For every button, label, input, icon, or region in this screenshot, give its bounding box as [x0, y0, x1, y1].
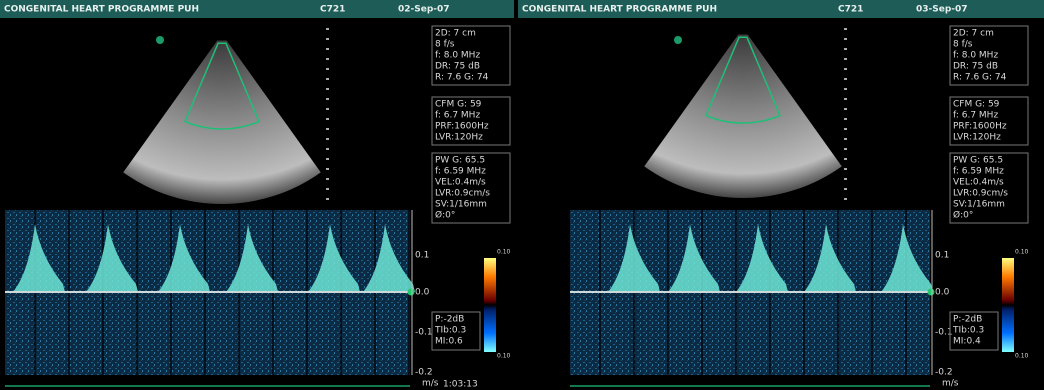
colorbar-label: 0.10 — [497, 353, 511, 360]
colorbar-label: 0.10 — [497, 249, 511, 256]
elapsed-time: 1:03:13 — [443, 380, 478, 390]
header-title: CONGENITAL HEART PROGRAMME PUH — [522, 5, 717, 15]
depth-tick — [326, 178, 329, 180]
param-text: PW G: 65.5 — [435, 156, 485, 166]
colorbar-label: 0.10 — [1015, 249, 1029, 256]
param-text: CFM G: 59 — [435, 100, 482, 110]
param-text: Ø:0° — [435, 210, 455, 221]
depth-tick — [326, 168, 329, 170]
param-text: f: 8.0 MHz — [953, 51, 998, 61]
param-text: f: 6.7 MHz — [953, 111, 998, 121]
param-text: SV:1/16mm — [435, 200, 487, 210]
scale-unit: m/s — [942, 379, 959, 389]
param-text: 2D: 7 cm — [953, 29, 994, 39]
scale-label: -0.1 — [415, 328, 433, 338]
safety-text: MI:0.6 — [435, 337, 463, 347]
param-text: LVR:120Hz — [953, 133, 1001, 143]
depth-tick — [326, 188, 329, 190]
depth-tick — [326, 48, 329, 50]
depth-tick — [844, 148, 847, 150]
depth-tick — [326, 198, 329, 200]
header-code: C721 — [320, 5, 345, 15]
ultrasound-screen: CONGENITAL HEART PROGRAMME PUH C721 02-Sep… — [0, 0, 1044, 390]
color-bar — [1002, 258, 1014, 352]
param-text: LVR:120Hz — [435, 133, 483, 143]
depth-tick — [326, 98, 329, 100]
depth-tick — [326, 78, 329, 80]
scale-label: 0.0 — [415, 288, 430, 298]
param-text: SV:1/16mm — [953, 200, 1005, 210]
scale-label: 0.1 — [415, 251, 429, 261]
scale-label: -0.2 — [415, 368, 433, 378]
param-text: 8 f/s — [435, 40, 455, 50]
probe-marker — [674, 36, 682, 44]
safety-text: P:-2dB — [953, 315, 982, 325]
param-text: VEL:0.4m/s — [435, 178, 486, 188]
depth-tick — [326, 148, 329, 150]
param-text: LVR:0.9cm/s — [435, 189, 490, 199]
header-title: CONGENITAL HEART PROGRAMME PUH — [4, 5, 199, 15]
param-text: f: 6.7 MHz — [435, 111, 480, 121]
depth-tick — [844, 38, 847, 40]
depth-tick — [326, 88, 329, 90]
param-text: LVR:0.9cm/s — [953, 189, 1008, 199]
param-text: 2D: 7 cm — [435, 29, 476, 39]
param-text: Ø:0° — [953, 210, 973, 221]
param-text: CFM G: 59 — [953, 100, 1000, 110]
safety-text: MI:0.4 — [953, 337, 981, 347]
header-code: C721 — [838, 5, 863, 15]
depth-tick — [326, 68, 329, 70]
safety-text: TIb:0.3 — [952, 326, 984, 336]
depth-tick — [844, 88, 847, 90]
param-text: PRF:1600Hz — [435, 122, 489, 132]
depth-tick — [844, 128, 847, 130]
depth-tick — [844, 158, 847, 160]
depth-tick — [844, 98, 847, 100]
param-text: DR: 75 dB — [435, 62, 480, 72]
param-text: f: 8.0 MHz — [435, 51, 480, 61]
color-bar — [484, 258, 496, 352]
param-text: R: 7.6 G: 74 — [953, 73, 1007, 83]
depth-tick — [844, 138, 847, 140]
depth-tick — [844, 78, 847, 80]
depth-tick — [844, 108, 847, 110]
depth-tick — [844, 188, 847, 190]
param-text: VEL:0.4m/s — [953, 178, 1004, 188]
baseline-marker — [408, 289, 415, 296]
depth-tick — [326, 128, 329, 130]
param-text: R: 7.6 G: 74 — [435, 73, 489, 83]
header-date: 03-Sep-07 — [916, 5, 968, 15]
scale-label: 0.0 — [935, 288, 950, 298]
depth-tick — [326, 108, 329, 110]
depth-tick — [844, 48, 847, 50]
param-text: f: 6.59 MHz — [435, 167, 486, 177]
param-text: PW G: 65.5 — [953, 156, 1003, 166]
depth-tick — [844, 178, 847, 180]
scale-label: -0.2 — [935, 368, 953, 378]
safety-text: TIb:0.3 — [434, 326, 466, 336]
safety-text: P:-2dB — [435, 315, 464, 325]
depth-tick — [844, 198, 847, 200]
depth-tick — [844, 68, 847, 70]
depth-tick — [326, 158, 329, 160]
depth-tick — [326, 118, 329, 120]
param-text: PRF:1600Hz — [953, 122, 1007, 132]
depth-tick — [326, 138, 329, 140]
probe-marker — [156, 36, 164, 44]
scale-unit: m/s — [422, 379, 439, 389]
param-text: DR: 75 dB — [953, 62, 998, 72]
depth-tick — [326, 28, 329, 30]
param-text: f: 6.59 MHz — [953, 167, 1004, 177]
depth-tick — [844, 118, 847, 120]
depth-tick — [844, 168, 847, 170]
baseline-marker — [928, 289, 935, 296]
header-date: 02-Sep-07 — [398, 5, 450, 15]
depth-tick — [844, 58, 847, 60]
depth-tick — [844, 28, 847, 30]
colorbar-label: 0.10 — [1015, 353, 1029, 360]
scale-label: 0.1 — [935, 251, 949, 261]
depth-tick — [326, 58, 329, 60]
depth-tick — [326, 38, 329, 40]
param-text: 8 f/s — [953, 40, 973, 50]
